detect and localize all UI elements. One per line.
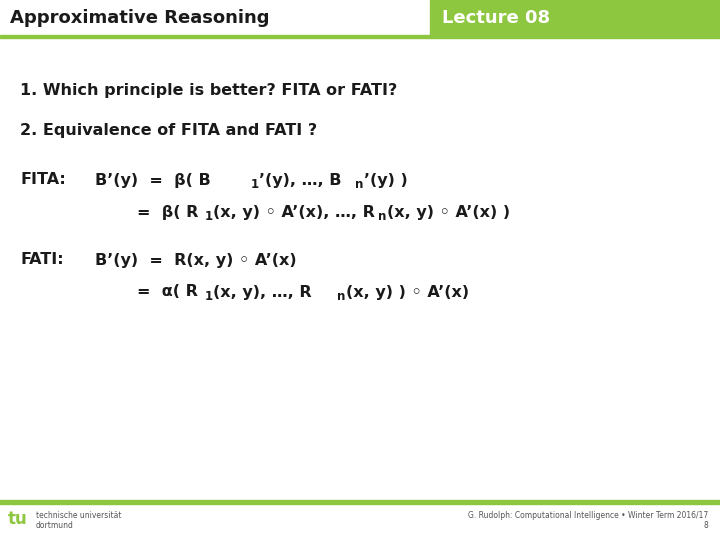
Text: n: n (355, 179, 364, 192)
Text: Lecture 08: Lecture 08 (442, 9, 550, 27)
Text: (x, y) ◦ A’(x), …, R: (x, y) ◦ A’(x), …, R (213, 205, 375, 219)
Text: B’(y)  =  β( B: B’(y) = β( B (95, 172, 211, 187)
Text: (x, y) ◦ A’(x) ): (x, y) ◦ A’(x) ) (387, 205, 510, 219)
Text: (x, y) ) ◦ A’(x): (x, y) ) ◦ A’(x) (346, 285, 469, 300)
Text: n: n (378, 211, 387, 224)
Text: ’(y) ): ’(y) ) (364, 172, 408, 187)
Text: 2. Equivalence of FITA and FATI ?: 2. Equivalence of FITA and FATI ? (20, 123, 317, 138)
Bar (0, 500, 720, 504)
Text: =  α( R: = α( R (137, 285, 198, 300)
Bar (0, 35, 720, 38)
Text: 1: 1 (205, 211, 213, 224)
Text: (x, y), …, R: (x, y), …, R (213, 285, 312, 300)
Text: tu: tu (8, 510, 28, 528)
Text: =  β( R: = β( R (137, 205, 199, 219)
Text: FATI:: FATI: (20, 253, 63, 267)
Text: B’(y)  =  R(x, y) ◦ A’(x): B’(y) = R(x, y) ◦ A’(x) (95, 253, 297, 267)
Text: technische universität: technische universität (36, 510, 122, 519)
Bar (0, 0, 720, 38)
Text: n: n (337, 291, 346, 303)
Text: FITA:: FITA: (20, 172, 66, 187)
Bar (430, 0, 720, 35)
Text: Approximative Reasoning: Approximative Reasoning (10, 9, 269, 27)
Text: G. Rudolph: Computational Intelligence • Winter Term 2016/17: G. Rudolph: Computational Intelligence •… (468, 510, 708, 519)
Text: 1: 1 (251, 179, 259, 192)
Text: 8: 8 (703, 522, 708, 530)
Text: ’(y), …, B: ’(y), …, B (259, 172, 341, 187)
Text: 1. Which principle is better? FITA or FATI?: 1. Which principle is better? FITA or FA… (20, 83, 397, 98)
Text: dortmund: dortmund (36, 521, 74, 530)
Text: 1: 1 (205, 291, 213, 303)
